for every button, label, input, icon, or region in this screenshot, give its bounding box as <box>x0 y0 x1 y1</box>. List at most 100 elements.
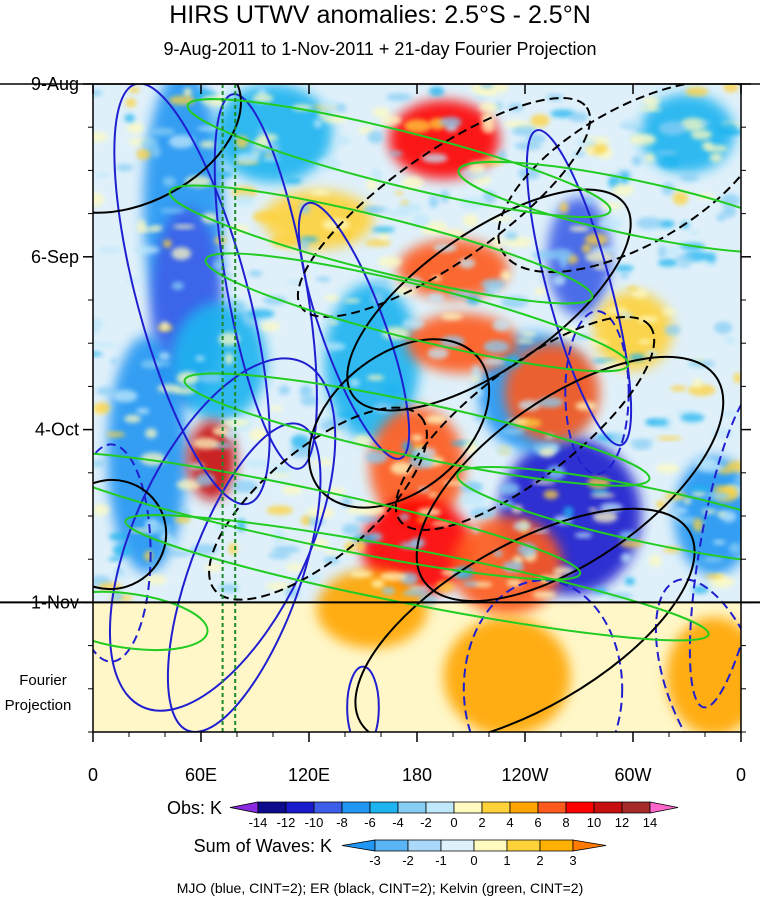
waves-colorbar-swatch <box>407 839 442 852</box>
anomaly-cell <box>722 205 737 218</box>
anomaly-cell <box>638 339 652 345</box>
waves-colorbar-swatch <box>341 839 376 852</box>
anomaly-cell <box>460 492 488 506</box>
waves-colorbar-swatch <box>473 839 508 852</box>
anomaly-cell <box>365 207 381 213</box>
anomaly-cell <box>636 217 663 230</box>
anomaly-cell <box>643 97 660 106</box>
obs-colorbar-swatch <box>649 801 679 814</box>
anomaly-cell <box>205 562 223 573</box>
anomaly-cell <box>620 119 642 128</box>
anomaly-cell <box>316 276 331 282</box>
anomaly-cell <box>378 255 402 268</box>
anomaly-cell <box>395 191 404 196</box>
anomaly-cell <box>380 572 407 581</box>
anomaly-cell <box>691 490 707 497</box>
y-tick-label: 1-Nov <box>31 592 79 612</box>
anomaly-cell <box>386 93 412 102</box>
anomaly-cell <box>412 214 431 228</box>
obs-colorbar-swatch <box>285 801 315 814</box>
anomaly-cell <box>672 191 689 206</box>
anomaly-cell <box>559 255 568 269</box>
anomaly-cell <box>572 151 586 157</box>
anomaly-cell <box>109 532 128 541</box>
anomaly-cell <box>401 176 424 189</box>
anomaly-cell <box>268 552 291 560</box>
anomaly-cell <box>672 507 689 514</box>
anomaly-cell <box>93 504 110 516</box>
anomaly-cell <box>115 164 134 172</box>
anomaly-cell <box>690 129 712 140</box>
anomaly-cell <box>513 521 531 531</box>
obs-colorbar-title: Obs: K <box>167 798 222 818</box>
anomaly-cell <box>234 152 260 164</box>
anomaly-cell <box>402 589 430 597</box>
kelvin-contour <box>456 466 741 566</box>
anomaly-cell <box>574 532 593 538</box>
x-tick-label: 60E <box>185 765 217 785</box>
mjo-contour <box>462 579 624 732</box>
mjo-contour <box>525 129 633 447</box>
anomaly-cell <box>159 208 185 214</box>
er-contour <box>354 507 696 732</box>
anomaly-cell <box>218 332 240 346</box>
anomaly-cell <box>108 556 122 562</box>
anomaly-cell <box>492 236 503 248</box>
anomaly-cell <box>356 539 366 552</box>
anomaly-cell <box>354 516 381 523</box>
anomaly-cell <box>493 550 503 557</box>
anomaly-cell <box>725 336 736 345</box>
anomaly-cell <box>619 271 630 279</box>
anomaly-cell <box>93 317 104 330</box>
anomaly-cell <box>93 342 117 348</box>
anomaly-cell <box>626 286 639 291</box>
anomaly-cell <box>192 437 219 450</box>
anomaly-cell <box>680 413 705 423</box>
obs-colorbar-level: 6 <box>534 815 541 830</box>
anomaly-cell <box>248 270 263 277</box>
anomaly-cell <box>473 95 489 100</box>
anomaly-cell <box>136 148 151 160</box>
anomaly-cell <box>168 134 195 149</box>
obs-colorbar-swatch <box>229 801 259 814</box>
anomaly-cell <box>93 460 106 467</box>
anomaly-cell <box>494 446 515 454</box>
anomaly-cell <box>301 515 311 526</box>
anomaly-cell <box>380 115 402 126</box>
obs-colorbar-level: 0 <box>450 815 457 830</box>
anomaly-cell <box>702 556 724 563</box>
anomaly-cell <box>228 542 238 555</box>
anomaly-cell <box>290 434 310 448</box>
obs-colorbar-level: 10 <box>587 815 601 830</box>
anomaly-cell <box>344 298 361 303</box>
anomaly-cell <box>171 281 184 291</box>
anomaly-cell <box>702 141 714 150</box>
anomaly-cell <box>657 150 678 155</box>
axes: 0 60E 120E 180 120W 60W 0 9-Aug 6-Sep 4-Oct 1-Nov <box>31 74 751 785</box>
anomaly-blob <box>316 569 428 649</box>
anomaly-cell <box>93 402 111 414</box>
waves-colorbar-swatch <box>440 839 475 852</box>
obs-colorbar-swatch <box>481 801 511 814</box>
anomaly-cell <box>733 372 741 384</box>
anomaly-cell <box>658 156 681 169</box>
waves-colorbar-swatch <box>539 839 574 852</box>
chart-subtitle: 9-Aug-2011 to 1-Nov-2011 + 21-day Fourie… <box>163 39 597 59</box>
anomaly-cell <box>231 480 258 493</box>
anomaly-cell <box>586 145 595 156</box>
anomaly-cell <box>158 352 170 361</box>
anomaly-cell <box>145 428 158 439</box>
chart-title: HIRS UTWV anomalies: 2.5°S - 2.5°N <box>169 1 591 29</box>
waves-colorbar-swatch <box>572 839 607 852</box>
anomaly-cell <box>530 114 550 127</box>
anomaly-cell <box>521 331 537 337</box>
anomaly-cell <box>310 189 330 196</box>
y-tick-label: 6-Sep <box>31 247 79 267</box>
anomaly-cell <box>576 138 597 147</box>
kelvin-contour <box>93 590 209 651</box>
obs-colorbar-swatch <box>341 801 371 814</box>
anomaly-cell <box>125 98 137 108</box>
anomaly-cell <box>173 224 195 229</box>
anomaly-cell <box>128 86 140 93</box>
anomaly-cell <box>385 209 412 217</box>
